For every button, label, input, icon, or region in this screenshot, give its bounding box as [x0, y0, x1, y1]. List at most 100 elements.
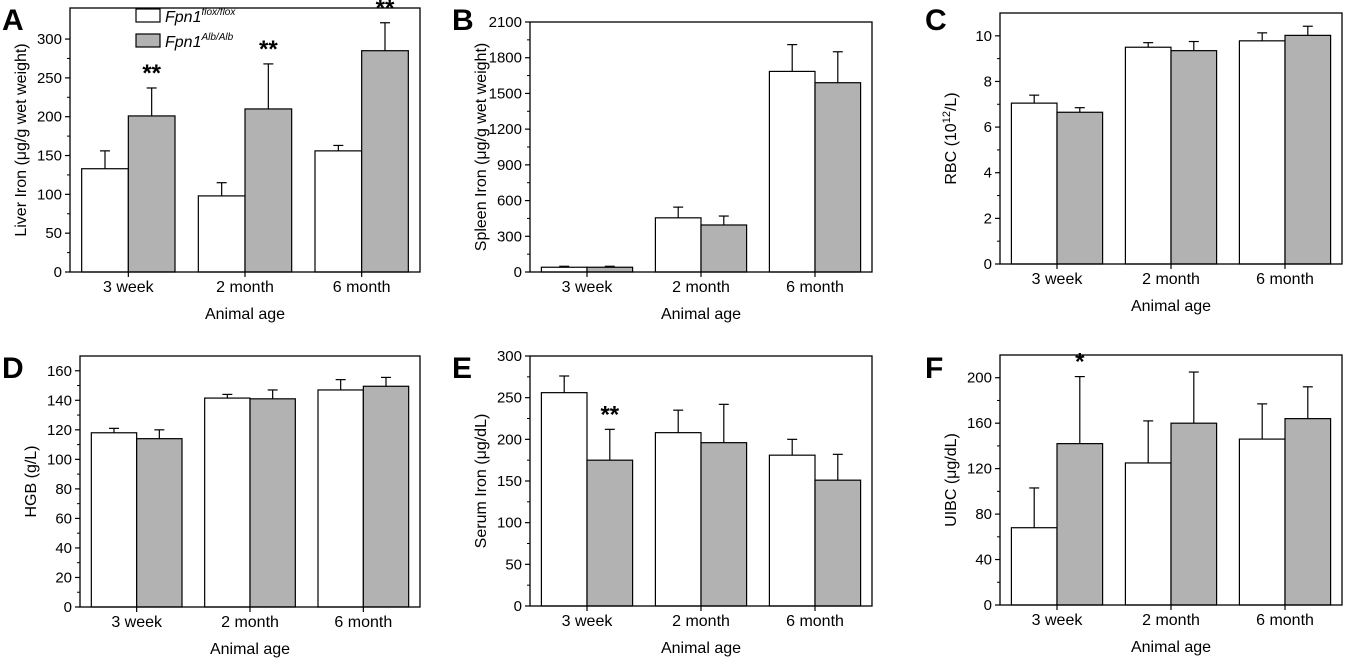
- panel-d: D 0 20 40 60 80 100 120 140 160 3 week 2 month 6 mon…: [2, 352, 421, 658]
- legend-label-superscript: flox/flox: [201, 7, 236, 18]
- y-axis-label-superscript: 12: [941, 111, 953, 123]
- panel-e: E ** 0 50 100 150 200 250 300 3 week 2 month 6 mont…: [452, 348, 873, 657]
- y-axis-label: HGB (g/L): [23, 445, 40, 517]
- bar-series-2: [814, 479, 862, 607]
- y-tick-label: 0: [64, 599, 72, 616]
- x-tick-label: 6 month: [786, 279, 844, 296]
- y-tick-label: 200: [967, 370, 992, 387]
- significance-marker: *: [1075, 349, 1085, 376]
- y-tick-label: 4: [984, 165, 992, 182]
- y-tick-label: 40: [975, 552, 992, 569]
- y-tick-label: 160: [47, 363, 72, 380]
- y-tick-label: 300: [497, 228, 522, 245]
- y-tick-label: 0: [514, 264, 522, 281]
- legend: Fpn1flox/flox Fpn1Alb/Alb: [135, 7, 236, 51]
- panel-c: C 0 2 4 6 8 10 3 week 2 month 6 month Animal age RB…: [925, 4, 1343, 315]
- y-tick-label: 60: [55, 510, 72, 527]
- y-tick-label: 100: [47, 451, 72, 468]
- legend-label: Fpn1Alb/Alb: [165, 32, 234, 51]
- y-tick-label: 20: [55, 569, 72, 586]
- bar-series-2: [1056, 111, 1104, 265]
- x-tick-label: 2 month: [216, 279, 274, 296]
- x-tick-label: 3 week: [1032, 612, 1084, 629]
- bar-series-2: [1170, 50, 1218, 265]
- y-tick-label: 100: [497, 515, 522, 532]
- bar-series-1: [1124, 462, 1172, 606]
- x-tick-label: 2 month: [221, 614, 279, 631]
- panel-letter: D: [2, 352, 24, 385]
- bar-series-1: [1010, 527, 1058, 606]
- bar-series-1: [654, 217, 702, 273]
- x-tick-label: 2 month: [1142, 271, 1200, 288]
- x-tick-label: 2 month: [672, 613, 730, 630]
- y-tick-label: 1200: [489, 121, 522, 138]
- y-tick-label: 1500: [489, 85, 522, 102]
- significance-marker: **: [259, 36, 278, 63]
- x-axis-label: Animal age: [1131, 298, 1211, 315]
- y-tick-label: 250: [497, 390, 522, 407]
- significance-marker: **: [600, 401, 619, 428]
- y-tick-label: 8: [984, 73, 992, 90]
- legend-label-base: Fpn1: [165, 9, 201, 26]
- bar-series-1: [314, 150, 363, 273]
- x-tick-label: 3 week: [562, 613, 614, 630]
- x-tick-label: 6 month: [1256, 612, 1314, 629]
- bar-series-1: [540, 266, 588, 273]
- x-axis-label: Animal age: [205, 306, 285, 323]
- y-axis-label-mu: μ: [473, 450, 490, 459]
- bar-series-2: [127, 115, 176, 273]
- y-axis-label-mu: μ: [473, 150, 490, 159]
- significance-marker: **: [142, 60, 161, 87]
- bar-series-2: [1284, 34, 1332, 265]
- y-axis-label-mu: μ: [943, 470, 960, 479]
- y-axis-label-unit: g/g wet weight): [473, 43, 490, 151]
- panel-letter: F: [925, 352, 943, 385]
- x-tick-label: 2 month: [1142, 612, 1200, 629]
- y-tick-label: 160: [967, 415, 992, 432]
- y-tick-label: 300: [37, 31, 62, 48]
- panel-letter: C: [925, 4, 947, 37]
- y-tick-label: 1800: [489, 50, 522, 67]
- y-axis-label: RBC (1012/L): [941, 92, 960, 184]
- bar-series-2: [136, 438, 183, 608]
- panel-a: A ** ** ** 0 50 100 150 200 250 300 3 week 2 month 6 …: [2, 0, 421, 323]
- x-axis-label: Animal age: [661, 640, 741, 657]
- y-tick-label: 50: [45, 225, 62, 242]
- bar-series-1: [81, 168, 129, 273]
- y-axis-label-unit: g/dL): [943, 433, 960, 469]
- y-tick-label: 900: [497, 157, 522, 174]
- y-tick-label: 300: [497, 348, 522, 365]
- legend-swatch: [135, 33, 161, 48]
- y-tick-label: 120: [47, 422, 72, 439]
- y-axis-label: Serum Iron (μg/dL): [473, 414, 490, 549]
- legend-label-superscript: Alb/Alb: [200, 32, 233, 43]
- panel-letter: A: [2, 4, 24, 37]
- x-tick-label: 3 week: [562, 279, 614, 296]
- bar-series-2: [361, 50, 409, 273]
- bar-series-1: [768, 70, 816, 273]
- x-axis-label: Animal age: [1131, 639, 1211, 656]
- y-axis-label-text: Liver Iron (: [13, 160, 30, 237]
- y-tick-label: 140: [47, 392, 72, 409]
- bar-series-2: [586, 266, 634, 273]
- y-tick-label: 80: [975, 506, 992, 523]
- bar-series-2: [814, 82, 862, 273]
- y-tick-label: 120: [967, 461, 992, 478]
- y-tick-label: 2: [984, 210, 992, 227]
- y-tick-label: 200: [37, 109, 62, 126]
- y-tick-label: 150: [37, 148, 62, 165]
- y-tick-label: 2100: [489, 14, 522, 31]
- bar-series-1: [1124, 46, 1172, 265]
- x-tick-label: 3 week: [103, 279, 155, 296]
- y-tick-label: 250: [37, 70, 62, 87]
- panel-b: B 0 300 600 900 1200 1500 1800 2100 3 week 2 month…: [452, 4, 873, 323]
- y-axis-label-text: RBC (10: [943, 123, 960, 184]
- bar-series-2: [249, 398, 296, 608]
- y-axis-label-mu: μ: [13, 151, 30, 160]
- bar-series-2: [700, 224, 748, 273]
- legend-swatch: [135, 8, 161, 23]
- panel-letter: B: [452, 4, 474, 37]
- bar-series-1: [317, 389, 364, 608]
- y-axis-label: Spleen Iron (μg/g wet weight): [473, 43, 490, 251]
